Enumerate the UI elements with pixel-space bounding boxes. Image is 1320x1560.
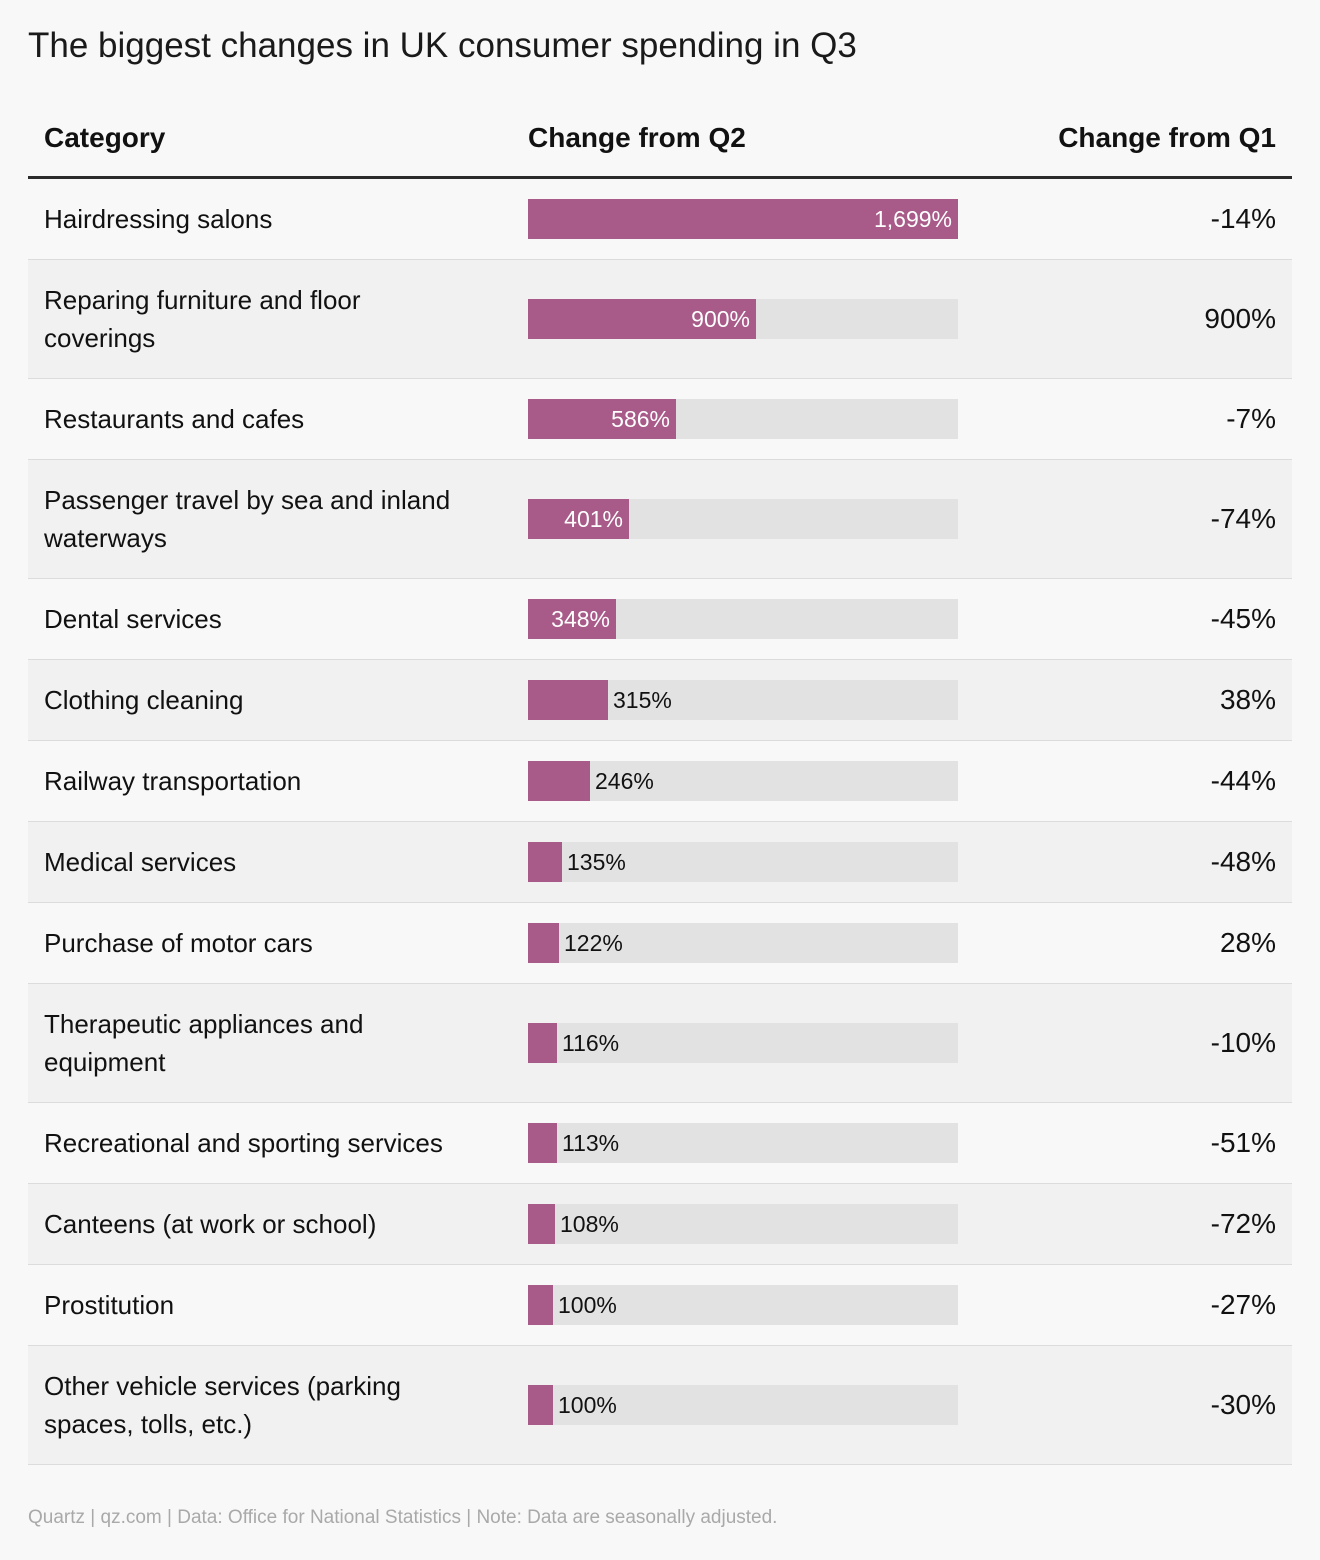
table-row: Passenger travel by sea and inland water… [28,460,1292,579]
chart-title: The biggest changes in UK consumer spend… [28,26,857,65]
bar-value-label: 315% [613,687,672,713]
bar [528,199,958,239]
bar-track: 900% [528,299,958,339]
bar-value-label: 348% [551,606,610,632]
change-from-q1-value: -45% [1210,603,1276,634]
change-from-q1-value: -10% [1210,1027,1276,1058]
table-row: Purchase of motor cars 122% 28% [28,903,1292,984]
table-row: Dental services 348% -45% [28,579,1292,660]
row-category: Purchase of motor cars [44,928,313,958]
header-change-from-q1: Change from Q1 [1058,122,1276,153]
bar-track: 100% [528,1285,958,1325]
table-row: Therapeutic appliances and equipment 116%… [28,984,1292,1103]
change-from-q1-value: -72% [1210,1208,1276,1239]
change-from-q1-value: -7% [1226,403,1276,434]
bar [528,1123,557,1163]
table-row: Prostitution 100% -27% [28,1265,1292,1346]
bar-track: 1,699% [528,199,958,239]
bar-track: 116% [528,1023,958,1063]
row-category: Railway transportation [44,766,302,796]
bar [528,1023,557,1063]
source-note: Quartz | qz.com | Data: Office for Natio… [28,1507,778,1528]
change-from-q1-value: 38% [1219,684,1276,715]
row-category: Other vehicle services (parking spaces, … [44,1371,401,1439]
bar-value-label: 135% [567,849,626,875]
table-row: Restaurants and cafes 586% -7% [28,379,1292,460]
bar-value-label: 100% [558,1392,617,1418]
bar-track: 122% [528,923,958,963]
spending-table: Category Change from Q2 Change from Q1 H… [28,100,1292,1465]
bar-track: 135% [528,842,958,882]
bar-value-label: 900% [691,306,750,332]
bar-value-label: 108% [560,1211,619,1237]
row-category: Canteens (at work or school) [44,1209,377,1239]
change-from-q1-value: 28% [1219,927,1276,958]
bar-track: 348% [528,599,958,639]
bar-track: 108% [528,1204,958,1244]
table-row: Medical services 135% -48% [28,822,1292,903]
bar-track: 586% [528,399,958,439]
change-from-q1-value: -51% [1210,1127,1276,1158]
bar [528,599,616,639]
change-from-q1-value: -48% [1210,846,1276,877]
change-from-q1-value: -44% [1210,765,1276,796]
change-from-q1-value: 900% [1204,303,1276,334]
bar-value-label: 113% [562,1130,620,1156]
row-category: Medical services [44,847,237,877]
bar-value-label: 401% [564,506,623,532]
table-row: Canteens (at work or school) 108% -72% [28,1184,1292,1265]
row-category: Reparing furniture and floor coverings [44,285,361,353]
bar-value-label: 100% [558,1292,617,1318]
bar [528,399,676,439]
row-category: Clothing cleaning [44,685,244,715]
change-from-q1-value: -74% [1210,503,1276,534]
table-row: Railway transportation 246% -44% [28,741,1292,822]
bar-value-label: 116% [562,1030,620,1056]
bar [528,923,559,963]
row-category: Therapeutic appliances and equipment [44,1009,364,1077]
row-category: Prostitution [44,1290,175,1320]
row-category: Passenger travel by sea and inland water… [44,485,451,553]
bar-value-label: 1,699% [873,206,952,232]
row-category: Hairdressing salons [44,204,273,234]
bar-track: 246% [528,761,958,801]
table-row: Hairdressing salons 1,699% -14% [28,179,1292,260]
table-body: Hairdressing salons 1,699% -14% Reparing fu… [28,179,1292,1465]
bar [528,1385,553,1425]
bar-value-label: 246% [595,768,654,794]
table-header: Category Change from Q2 Change from Q1 [28,100,1292,179]
row-category: Dental services [44,604,222,634]
table-row: Reparing furniture and floor coverings 90… [28,260,1292,379]
bar-track: 113% [528,1123,958,1163]
bar-track: 401% [528,499,958,539]
bar-track: 100% [528,1385,958,1425]
bar [528,761,590,801]
row-category: Restaurants and cafes [44,404,305,434]
header-category: Category [44,122,166,153]
bar-value-label: 122% [564,930,623,956]
change-from-q1-value: -27% [1210,1289,1276,1320]
change-from-q1-value: -30% [1210,1389,1276,1420]
change-from-q1-value: -14% [1210,203,1276,234]
bar [528,680,608,720]
bar-value-label: 586% [611,406,670,432]
bar-track: 315% [528,680,958,720]
table-row: Clothing cleaning 315% 38% [28,660,1292,741]
bar [528,1204,555,1244]
row-category: Recreational and sporting services [44,1128,443,1158]
bar [528,842,562,882]
table-row: Other vehicle services (parking spaces, … [28,1346,1292,1465]
header-change-from-q2: Change from Q2 [528,122,746,153]
table-row: Recreational and sporting services 113% -5… [28,1103,1292,1184]
bar [528,299,756,339]
bar [528,1285,553,1325]
bar [528,499,629,539]
